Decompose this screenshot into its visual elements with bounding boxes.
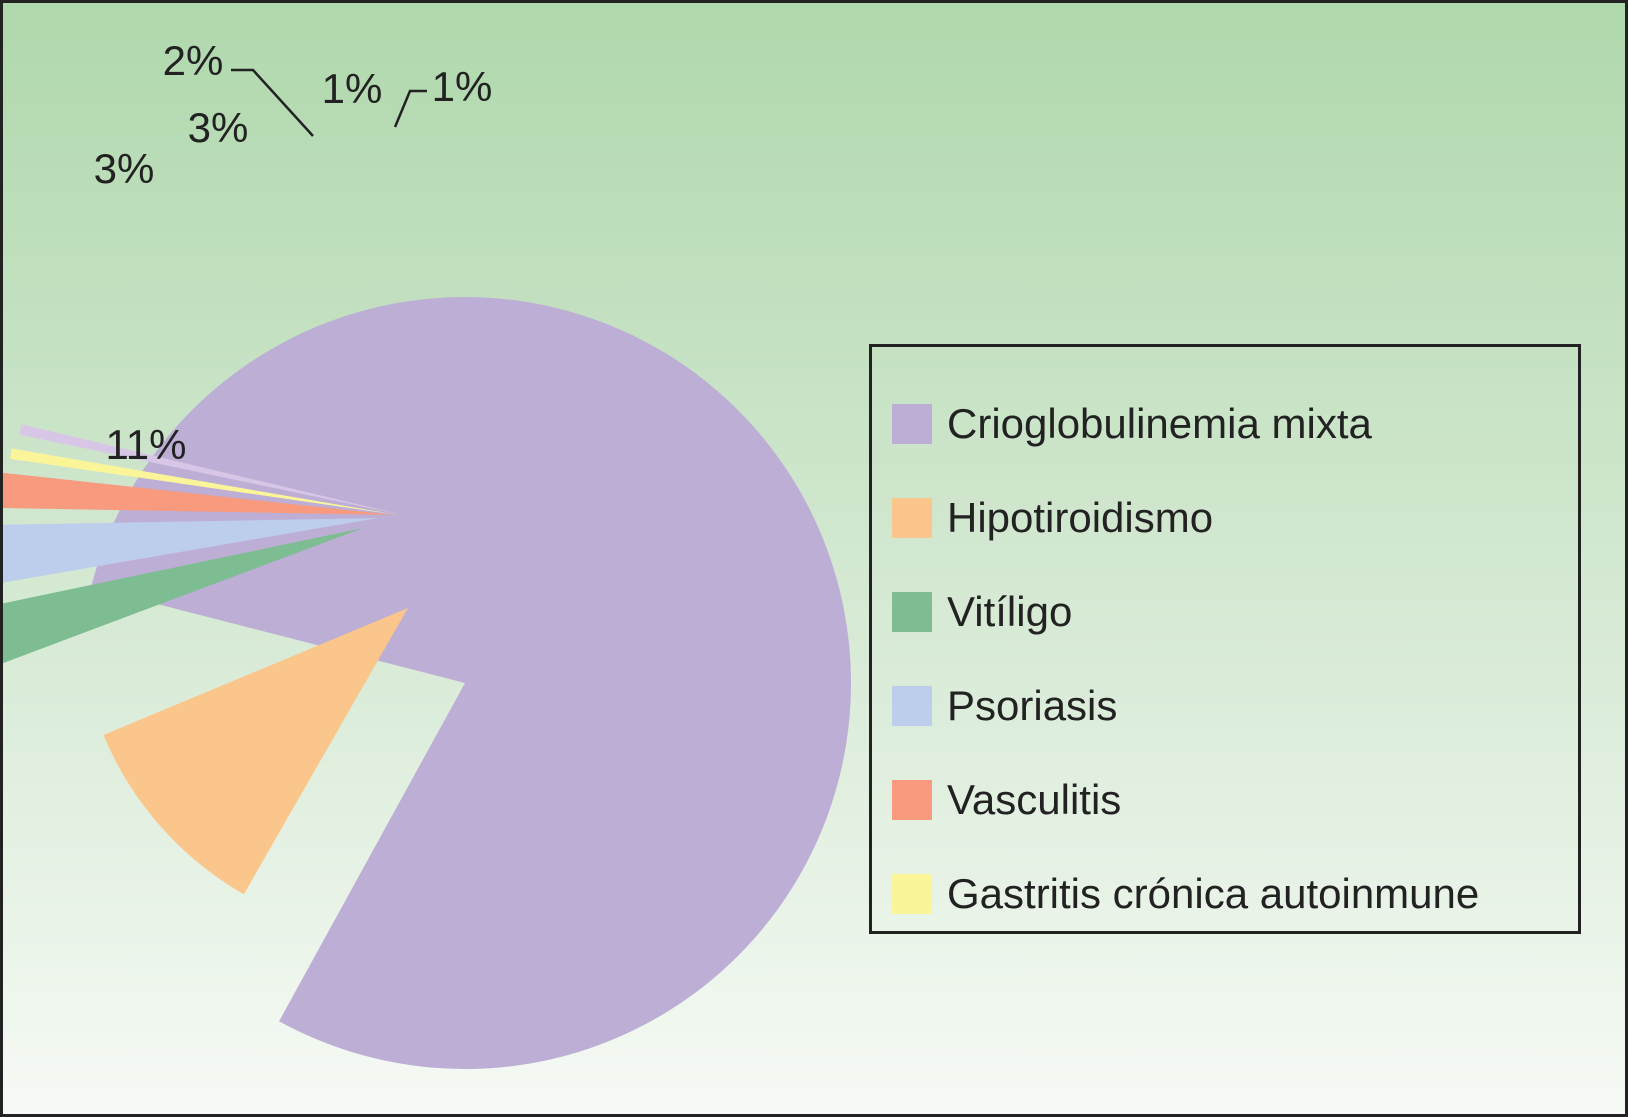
legend-swatch <box>892 780 932 820</box>
leader-line <box>231 68 314 137</box>
pie-slice <box>3 518 378 583</box>
legend-swatch <box>892 686 932 726</box>
legend-item: Hipotiroidismo <box>892 471 1578 565</box>
pie-slice-label: 3% <box>94 145 155 192</box>
pie-slice-label: 11% <box>106 421 187 468</box>
legend-swatch <box>892 404 932 444</box>
pie-slice-label: 2% <box>163 37 224 84</box>
pie-slice <box>3 472 393 515</box>
pie-slice <box>3 528 363 664</box>
pie-slice <box>19 424 403 515</box>
legend-item: Vasculitis <box>892 753 1578 847</box>
chart-legend: Crioglobulinemia mixta Hipotiroidismo Vi… <box>869 344 1581 934</box>
leader-line <box>393 89 427 128</box>
pie-chart: 11% 3% 3% 2% 1% 1% <box>3 37 852 1069</box>
legend-label: Psoriasis <box>947 682 1118 729</box>
pie-slice-main <box>91 296 852 1069</box>
legend-label: Crioglobulinemia mixta <box>947 400 1372 447</box>
legend-label: Vasculitis <box>947 776 1122 823</box>
pie-slice <box>10 448 399 515</box>
legend-swatch <box>892 592 932 632</box>
legend-label: Hipotiroidismo <box>947 494 1214 541</box>
legend-swatch <box>892 498 932 538</box>
pie-slice <box>103 608 408 895</box>
pie-slice-label: 1% <box>322 65 383 112</box>
legend-swatch <box>892 874 932 914</box>
legend-item: Vitíligo <box>892 565 1578 659</box>
legend-label: Vitíligo <box>947 588 1073 635</box>
pie-slice-label: 3% <box>188 104 249 151</box>
legend-label: Gastritis crónica autoinmune <box>947 870 1480 917</box>
legend-item: Gastritis crónica autoinmune <box>892 847 1578 941</box>
legend-item: Crioglobulinemia mixta <box>892 377 1578 471</box>
legend-item: Psoriasis <box>892 659 1578 753</box>
pie-slice-label: 1% <box>432 63 493 110</box>
